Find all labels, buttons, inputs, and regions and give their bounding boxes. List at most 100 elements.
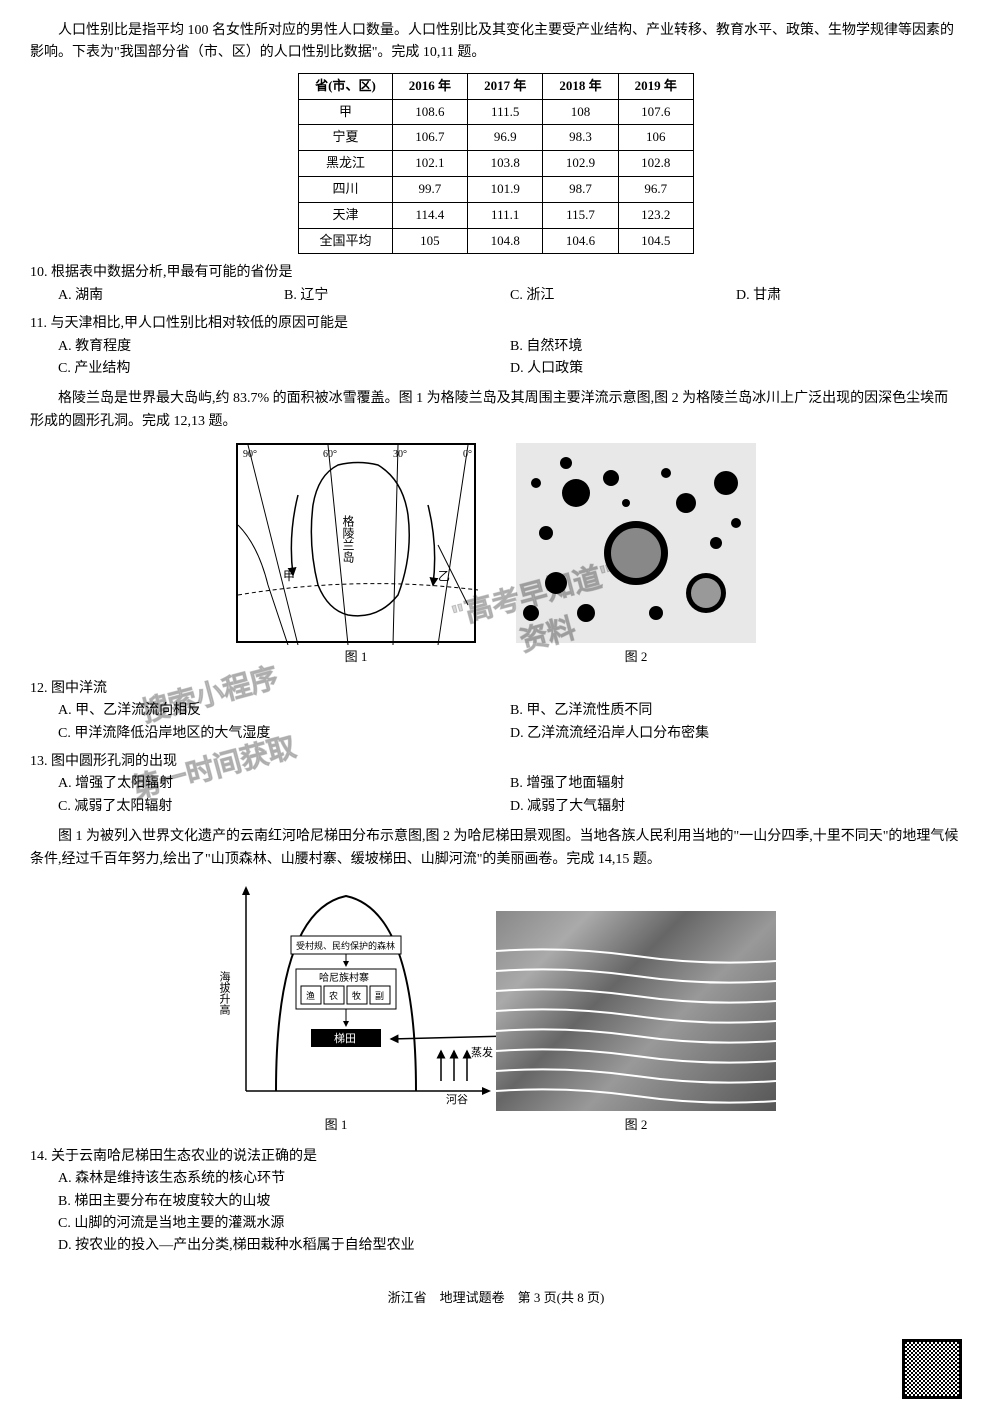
figure-2b-caption: 图 2: [625, 1115, 648, 1136]
table-row: 甲108.6111.5108107.6: [299, 99, 694, 125]
table-cell: 102.1: [392, 151, 467, 177]
table-header-row: 省(市、区) 2016 年 2017 年 2018 年 2019 年: [299, 73, 694, 99]
table-cell: 114.4: [392, 202, 467, 228]
q10-opt-a: A. 湖南: [58, 285, 284, 307]
jia-label: 甲: [283, 569, 295, 583]
q14-opt-c: C. 山脚的河流是当地主要的灌溉水源: [58, 1213, 962, 1235]
box2-sub-1: 农: [329, 990, 338, 1001]
table-row: 天津114.4111.1115.7123.2: [299, 202, 694, 228]
table-cell: 123.2: [618, 202, 693, 228]
table-cell: 宁夏: [299, 125, 393, 151]
q11-opt-d: D. 人口政策: [510, 358, 962, 380]
q10-opt-d: D. 甘肃: [736, 285, 962, 307]
q13-opt-c: C. 减弱了太阳辐射: [58, 796, 510, 818]
th-province: 省(市、区): [299, 73, 393, 99]
terrace-diagram-figure: 海拔升高 受村规、民约保护的森林 哈尼族村寨 渔 农 牧 副: [216, 881, 456, 1111]
question-13: 13. 图中圆形孔洞的出现 A. 增强了太阳辐射 B. 增强了地面辐射 C. 减…: [30, 751, 962, 818]
th-2017: 2017 年: [468, 73, 543, 99]
q12-opt-d: D. 乙洋流流经沿岸人口分布密集: [510, 723, 962, 745]
table-cell: 96.9: [468, 125, 543, 151]
greenland-map-figure: 90° 60° 30° 0° 格陵兰岛 甲 乙: [236, 443, 476, 643]
q12-opt-c: C. 甲洋流降低沿岸地区的大气湿度: [58, 723, 510, 745]
figure-1-caption: 图 1: [345, 647, 368, 668]
lon-90-label: 90°: [243, 449, 257, 460]
table-cell: 98.3: [543, 125, 618, 151]
intro-paragraph-3: 图 1 为被列入世界文化遗产的云南红河哈尼梯田分布示意图,图 2 为哈尼梯田景观…: [30, 826, 962, 871]
q11-opt-c: C. 产业结构: [58, 358, 510, 380]
table-cell: 101.9: [468, 176, 543, 202]
lon-60-label: 60°: [323, 449, 337, 460]
page-footer: 浙江省 地理试题卷 第 3 页(共 8 页): [30, 1288, 962, 1309]
box2-top-label: 哈尼族村寨: [319, 971, 369, 984]
q12-stem: 12. 图中洋流: [30, 678, 962, 700]
table-cell: 102.8: [618, 151, 693, 177]
table-cell: 115.7: [543, 202, 618, 228]
table-row: 黑龙江102.1103.8102.9102.8: [299, 151, 694, 177]
q13-opt-a: A. 增强了太阳辐射: [58, 773, 510, 795]
intro-paragraph-2: 格陵兰岛是世界最大岛屿,约 83.7% 的面积被冰雪覆盖。图 1 为格陵兰岛及其…: [30, 388, 962, 433]
table-cell: 105: [392, 228, 467, 254]
table-cell: 111.5: [468, 99, 543, 125]
th-2018: 2018 年: [543, 73, 618, 99]
box2-sub-3: 副: [375, 991, 384, 1001]
question-12: 12. 图中洋流 A. 甲、乙洋流流向相反 B. 甲、乙洋流性质不同 C. 甲洋…: [30, 678, 962, 745]
evap-label: 蒸发: [471, 1045, 493, 1059]
table-cell: 黑龙江: [299, 151, 393, 177]
table-cell: 103.8: [468, 151, 543, 177]
table-row: 宁夏106.796.998.3106: [299, 125, 694, 151]
table-cell: 104.6: [543, 228, 618, 254]
island-label: 格陵兰岛: [341, 514, 355, 564]
figure-1b-caption: 图 1: [325, 1115, 348, 1136]
q14-opt-b: B. 梯田主要分布在坡度较大的山坡: [58, 1191, 962, 1213]
q13-opt-d: D. 减弱了大气辐射: [510, 796, 962, 818]
table-cell: 全国平均: [299, 228, 393, 254]
intro-paragraph-1: 人口性别比是指平均 100 名女性所对应的男性人口数量。人口性别比及其变化主要受…: [30, 20, 962, 65]
q10-opt-c: C. 浙江: [510, 285, 736, 307]
question-11: 11. 与天津相比,甲人口性别比相对较低的原因可能是 A. 教育程度 B. 自然…: [30, 313, 962, 380]
table-cell: 108.6: [392, 99, 467, 125]
q13-opt-b: B. 增强了地面辐射: [510, 773, 962, 795]
table-cell: 天津: [299, 202, 393, 228]
table-cell: 四川: [299, 176, 393, 202]
lon-30-label: 30°: [393, 449, 407, 460]
q13-stem: 13. 图中圆形孔洞的出现: [30, 751, 962, 773]
th-2016: 2016 年: [392, 73, 467, 99]
box1-label: 受村规、民约保护的森林: [296, 940, 395, 951]
yaxis-label: 海拔升高: [218, 970, 231, 1016]
population-ratio-table: 省(市、区) 2016 年 2017 年 2018 年 2019 年 甲108.…: [298, 73, 694, 255]
valley-label: 河谷: [446, 1093, 468, 1106]
table-cell: 98.7: [543, 176, 618, 202]
yi-label: 乙: [438, 569, 450, 583]
table-cell: 104.8: [468, 228, 543, 254]
table-cell: 106: [618, 125, 693, 151]
q11-opt-b: B. 自然环境: [510, 336, 962, 358]
question-10: 10. 根据表中数据分析,甲最有可能的省份是 A. 湖南 B. 辽宁 C. 浙江…: [30, 262, 962, 307]
table-cell: 96.7: [618, 176, 693, 202]
figures-row-2: 海拔升高 受村规、民约保护的森林 哈尼族村寨 渔 农 牧 副: [30, 881, 962, 1136]
figure-2-caption: 图 2: [625, 647, 648, 668]
figures-row-1: 90° 60° 30° 0° 格陵兰岛 甲 乙 图 1 图 2 "高考早知道" …: [30, 443, 962, 668]
table-cell: 107.6: [618, 99, 693, 125]
ice-holes-figure: [516, 443, 756, 643]
q10-opt-b: B. 辽宁: [284, 285, 510, 307]
q12-opt-b: B. 甲、乙洋流性质不同: [510, 700, 962, 722]
table-cell: 104.5: [618, 228, 693, 254]
q11-stem: 11. 与天津相比,甲人口性别比相对较低的原因可能是: [30, 313, 962, 335]
table-cell: 99.7: [392, 176, 467, 202]
q10-stem: 10. 根据表中数据分析,甲最有可能的省份是: [30, 262, 962, 284]
table-cell: 甲: [299, 99, 393, 125]
terrace-photo-figure: [496, 911, 776, 1111]
table-row: 全国平均105104.8104.6104.5: [299, 228, 694, 254]
q12-opt-a: A. 甲、乙洋流流向相反: [58, 700, 510, 722]
q14-opt-d: D. 按农业的投入—产出分类,梯田栽种水稻属于自给型农业: [58, 1235, 962, 1257]
lon-0-label: 0°: [463, 449, 472, 460]
box2-sub-0: 渔: [306, 991, 315, 1001]
question-14: 14. 关于云南哈尼梯田生态农业的说法正确的是 A. 森林是维持该生态系统的核心…: [30, 1146, 962, 1258]
table-cell: 111.1: [468, 202, 543, 228]
table-cell: 102.9: [543, 151, 618, 177]
q11-opt-a: A. 教育程度: [58, 336, 510, 358]
th-2019: 2019 年: [618, 73, 693, 99]
table-row: 四川99.7101.998.796.7: [299, 176, 694, 202]
box2-sub-2: 牧: [352, 990, 361, 1001]
table-cell: 106.7: [392, 125, 467, 151]
